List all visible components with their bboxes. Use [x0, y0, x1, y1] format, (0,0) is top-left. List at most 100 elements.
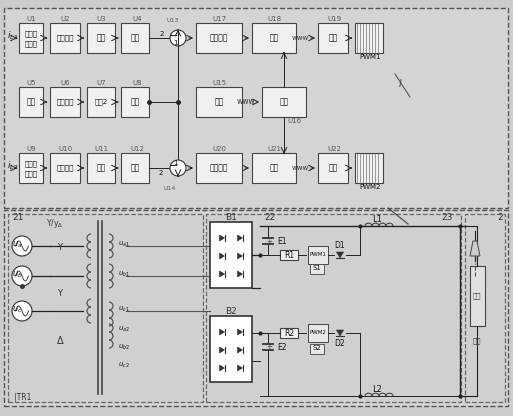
Text: D2: D2 — [334, 339, 345, 347]
Polygon shape — [220, 365, 225, 371]
Text: U14: U14 — [164, 186, 176, 191]
Text: U8: U8 — [132, 80, 142, 86]
Bar — [280, 250, 298, 260]
Text: U18: U18 — [267, 16, 281, 22]
Text: 跟随: 跟随 — [96, 34, 106, 42]
Text: Y/y$_\Delta$: Y/y$_\Delta$ — [46, 218, 64, 230]
Bar — [206, 214, 461, 402]
Bar — [50, 153, 80, 183]
Text: $u_{c2}$: $u_{c2}$ — [118, 360, 130, 369]
Text: 跟随: 跟随 — [96, 163, 106, 173]
Text: $\Delta$: $\Delta$ — [56, 334, 64, 346]
Text: |TR1: |TR1 — [14, 394, 31, 403]
Polygon shape — [238, 235, 243, 241]
Text: +: + — [266, 344, 272, 350]
Text: PWM1: PWM1 — [309, 252, 326, 257]
Text: 平方: 平方 — [130, 34, 140, 42]
Text: U5: U5 — [26, 80, 36, 86]
Text: 流检测: 流检测 — [25, 171, 37, 177]
Text: I: I — [399, 79, 402, 89]
Text: 比较: 比较 — [269, 163, 279, 173]
Text: −: − — [169, 161, 179, 171]
Text: R1: R1 — [284, 250, 294, 260]
Text: 2: 2 — [497, 213, 503, 223]
Polygon shape — [220, 271, 225, 277]
Bar — [50, 87, 80, 117]
Bar — [252, 153, 296, 183]
Text: U16: U16 — [287, 118, 301, 124]
Bar — [87, 23, 115, 53]
Polygon shape — [337, 330, 344, 336]
Text: 2: 2 — [159, 170, 163, 176]
Text: $u_{b1}$: $u_{b1}$ — [118, 270, 130, 279]
Text: $i_{L1}$: $i_{L1}$ — [7, 30, 18, 42]
Text: D1: D1 — [334, 240, 345, 250]
Polygon shape — [220, 235, 225, 241]
Polygon shape — [470, 241, 480, 256]
Bar — [355, 153, 383, 183]
Bar — [465, 214, 505, 402]
Circle shape — [12, 301, 32, 321]
Text: U3: U3 — [96, 16, 106, 22]
Text: U20: U20 — [212, 146, 226, 152]
Text: U9: U9 — [26, 146, 36, 152]
Text: www: www — [236, 97, 255, 106]
Text: U13: U13 — [167, 18, 179, 23]
Bar — [19, 87, 43, 117]
Bar — [19, 153, 43, 183]
Text: $u_{c1}$: $u_{c1}$ — [118, 305, 130, 314]
Text: 驱动: 驱动 — [328, 34, 338, 42]
Bar — [87, 153, 115, 183]
Text: $i_{L2}$: $i_{L2}$ — [7, 160, 18, 172]
Text: PWM2: PWM2 — [309, 329, 326, 334]
Text: 高频滤波: 高频滤波 — [56, 165, 74, 171]
Bar — [318, 23, 348, 53]
Text: U15: U15 — [212, 80, 226, 86]
Bar — [262, 87, 306, 117]
Text: 电流内环: 电流内环 — [210, 34, 228, 42]
Text: $u_{b2}$: $u_{b2}$ — [118, 342, 130, 352]
Text: U21: U21 — [267, 146, 281, 152]
Text: U19: U19 — [327, 16, 341, 22]
Text: PWM1: PWM1 — [359, 54, 381, 60]
Polygon shape — [238, 347, 243, 353]
Text: 喷嘴: 喷嘴 — [473, 293, 481, 299]
Bar — [4, 8, 508, 208]
Text: $u_a$: $u_a$ — [12, 240, 23, 250]
Text: www: www — [291, 35, 309, 41]
Text: 23: 23 — [441, 213, 452, 223]
Text: 载波: 载波 — [214, 97, 224, 106]
Text: U2: U2 — [60, 16, 70, 22]
Text: 21: 21 — [12, 213, 24, 223]
Polygon shape — [220, 347, 225, 353]
Text: 平方: 平方 — [130, 97, 140, 106]
Text: U17: U17 — [212, 16, 226, 22]
Bar — [4, 210, 508, 406]
Bar — [8, 214, 203, 402]
Bar — [470, 266, 485, 326]
Text: Y: Y — [57, 243, 63, 253]
Text: 移相: 移相 — [280, 97, 289, 106]
Circle shape — [12, 266, 32, 286]
Text: Y: Y — [57, 290, 63, 299]
Text: 驱动: 驱动 — [328, 163, 338, 173]
Text: B1: B1 — [225, 213, 237, 221]
Bar — [87, 87, 115, 117]
Polygon shape — [238, 329, 243, 335]
Text: $u_c$: $u_c$ — [12, 305, 23, 315]
Bar — [355, 23, 383, 53]
Bar — [196, 23, 242, 53]
Bar — [280, 328, 298, 338]
Text: 霍尔电: 霍尔电 — [25, 160, 37, 167]
Text: B2: B2 — [225, 307, 237, 315]
Text: 平方: 平方 — [130, 163, 140, 173]
Text: $u_{a1}$: $u_{a1}$ — [118, 239, 130, 249]
Text: 除以2: 除以2 — [94, 99, 108, 105]
Text: U22: U22 — [327, 146, 341, 152]
Bar — [50, 23, 80, 53]
Text: 查表: 查表 — [26, 97, 35, 106]
Bar — [308, 324, 328, 342]
Text: S2: S2 — [312, 345, 321, 351]
Bar — [121, 87, 149, 117]
Polygon shape — [238, 271, 243, 277]
